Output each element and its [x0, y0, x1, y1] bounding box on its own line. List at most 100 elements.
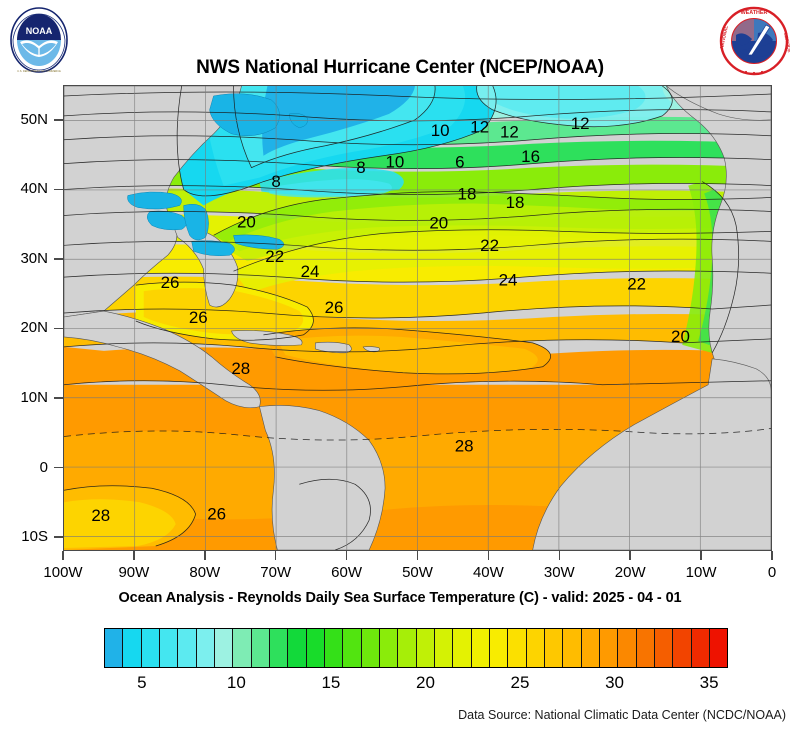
y-axis-tick	[54, 119, 63, 121]
contour-label: 12	[470, 117, 489, 136]
y-axis-tick	[54, 188, 63, 191]
svg-text:SERVICE: SERVICE	[783, 32, 790, 53]
y-axis-tick	[54, 327, 63, 330]
national-weather-service-logo: WEATHER NATIONAL SERVICE	[718, 5, 792, 77]
y-axis-label: 20N	[20, 319, 48, 337]
y-axis-tick	[54, 466, 63, 469]
colorbar-cell	[343, 629, 362, 667]
page-title: NWS National Hurricane Center (NCEP/NOAA…	[196, 57, 604, 78]
x-axis-tick	[133, 551, 135, 560]
x-axis-tick	[771, 551, 773, 560]
colorbar-cell	[159, 629, 179, 667]
x-axis-tick	[274, 551, 277, 560]
great-lakes	[127, 93, 308, 257]
y-axis-label: 30N	[20, 249, 48, 267]
contour-label: 28	[455, 437, 474, 456]
colorbar-tick-label: 15	[321, 673, 341, 692]
colorbar-cell	[105, 629, 124, 667]
noaa-logo-text: NOAA	[26, 26, 53, 36]
colorbar-cell	[691, 629, 710, 667]
y-axis-tick	[54, 397, 63, 399]
colorbar-cell	[196, 629, 215, 667]
contour-label: 28	[91, 506, 110, 525]
x-axis-label: 0	[767, 564, 777, 581]
colorbar-cell	[141, 629, 160, 667]
contour-label: 6	[455, 153, 464, 172]
contour-label: 20	[429, 214, 448, 233]
x-axis-label: 80W	[189, 564, 221, 581]
x-axis-label: 30W	[543, 564, 575, 581]
y-axis-tick	[54, 536, 63, 538]
colorbar-tick-label: 5	[137, 673, 147, 692]
sst-contour-lines	[64, 86, 771, 550]
contour-label: 26	[189, 308, 208, 327]
colorbar-cell	[416, 629, 435, 667]
contour-label: 8	[356, 158, 365, 177]
sst-gulf-caribbean	[135, 282, 551, 375]
colorbar-cell	[599, 629, 619, 667]
colorbar-tick-label: 30	[605, 673, 624, 692]
x-axis-tick	[62, 551, 64, 560]
colorbar-cell	[673, 629, 692, 667]
contour-label: 20	[237, 212, 256, 231]
x-axis-label: 10W	[685, 564, 717, 581]
colorbar-cell	[563, 629, 582, 667]
svg-text:U.S. DEPARTMENT OF COMMERCE: U.S. DEPARTMENT OF COMMERCE	[17, 69, 61, 73]
y-axis-label: 10N	[20, 388, 48, 406]
x-axis-tick	[487, 551, 490, 560]
x-axis-label: 20W	[614, 564, 646, 581]
colorbar-cell	[618, 629, 637, 667]
colorbar-tick-label: 35	[699, 673, 719, 692]
contour-label: 10	[385, 153, 404, 172]
y-axis-label: 10S	[21, 528, 48, 546]
y-axis-label: 0	[39, 458, 48, 476]
nws-logo-text: WEATHER	[741, 10, 768, 16]
x-axis-label: 100W	[43, 564, 83, 581]
colorbar-cell	[233, 629, 252, 667]
contour-label: 10	[431, 121, 450, 140]
x-axis-label: 50W	[402, 564, 433, 581]
colorbar-cell	[379, 629, 399, 667]
colorbar-cell	[453, 629, 472, 667]
contour-label: 28	[231, 359, 250, 378]
colorbar-cell	[178, 629, 197, 667]
contour-label: 12	[571, 114, 590, 133]
colorbar-cell	[489, 629, 509, 667]
y-axis-label: 40N	[20, 180, 48, 198]
colorbar-cell	[288, 629, 307, 667]
colorbar-cell	[214, 629, 234, 667]
colorbar-cell	[581, 629, 600, 667]
colorbar-cell	[434, 629, 454, 667]
x-axis-tick	[700, 551, 702, 560]
colorbar-cell	[471, 629, 490, 667]
x-axis-label: 40W	[472, 564, 504, 581]
x-axis-tick	[416, 551, 419, 560]
x-axis-tick	[204, 551, 206, 560]
contour-label: 12	[500, 122, 519, 141]
sst-map-plot-area[interactable]: 12 12 12 10 16 10 8 6 8 18 18 20 20 22 22 24 24 22 26 26 26 2…	[63, 85, 772, 551]
x-axis-label: 70W	[260, 564, 292, 581]
temperature-colorbar[interactable]	[104, 628, 728, 668]
contour-label: 26	[161, 273, 180, 292]
map-gridlines	[64, 86, 771, 550]
colorbar-cell	[269, 629, 289, 667]
colorbar-cell	[324, 629, 344, 667]
colorbar-cell	[306, 629, 325, 667]
contour-label: 26	[325, 298, 344, 317]
contour-label: 26	[207, 505, 226, 524]
contour-label: 24	[499, 270, 518, 289]
contour-label: 20	[671, 327, 690, 346]
y-axis-tick	[54, 258, 63, 260]
colorbar-cell	[123, 629, 142, 667]
x-axis-tick	[558, 551, 561, 560]
sst-gulf-stream	[213, 191, 771, 294]
contour-label: 22	[627, 275, 646, 294]
x-axis-tick	[345, 551, 348, 560]
y-axis-label: 50N	[20, 110, 48, 128]
colorbar-cell	[636, 629, 655, 667]
contour-label: 22	[480, 236, 499, 255]
contour-label: 22	[265, 247, 284, 266]
data-source-note: Data Source: National Climatic Data Cent…	[458, 708, 786, 722]
